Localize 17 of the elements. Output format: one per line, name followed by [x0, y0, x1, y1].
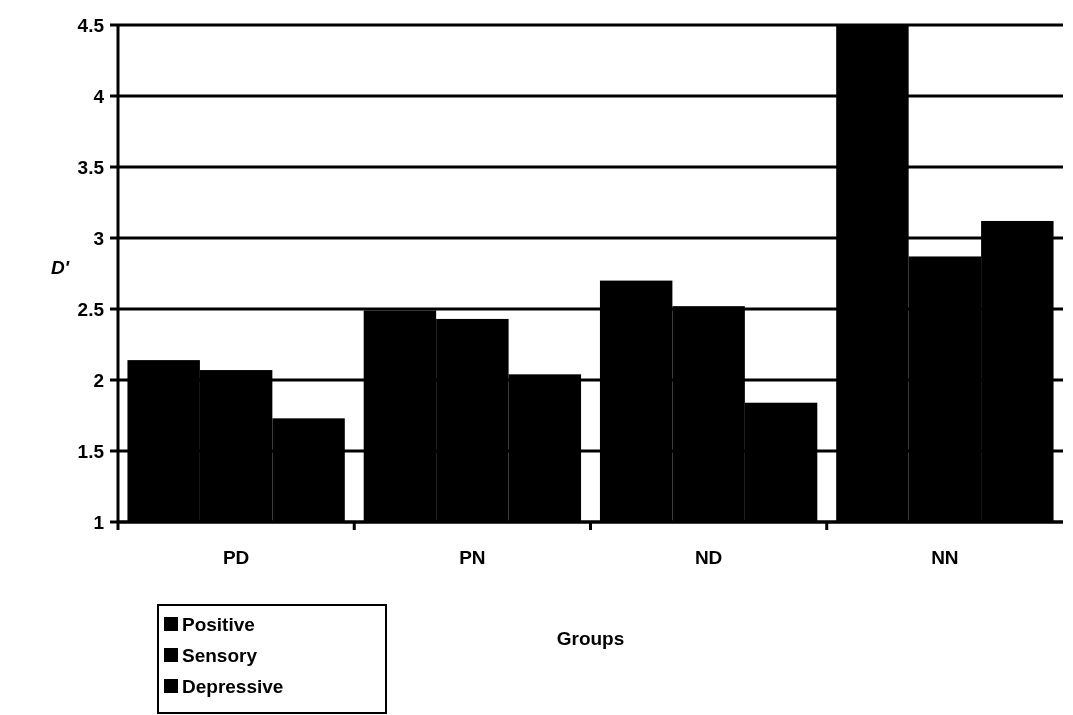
x-tick-label: PN [459, 547, 486, 568]
x-tick-label: PD [222, 547, 250, 568]
y-tick-label: 1 [93, 511, 105, 533]
y-tick-label: 3 [93, 227, 104, 249]
x-tick-label: NN [931, 547, 959, 568]
y-tick-label: 3.5 [77, 156, 105, 178]
legend-label: Positive [182, 613, 255, 635]
y-tick-label: 4.5 [77, 14, 105, 36]
x-tick-label: ND [694, 547, 723, 568]
y-tick-label: 1.5 [77, 440, 105, 462]
y-tick-label: 2.5 [77, 298, 105, 320]
y-axis-title: D' [50, 256, 71, 278]
legend-label: Depressive [182, 675, 284, 697]
x-axis-title: Groups [556, 628, 625, 649]
y-tick-label: 2 [93, 369, 104, 391]
y-tick-label: 4 [93, 85, 105, 107]
legend-label: Sensory [182, 644, 258, 666]
